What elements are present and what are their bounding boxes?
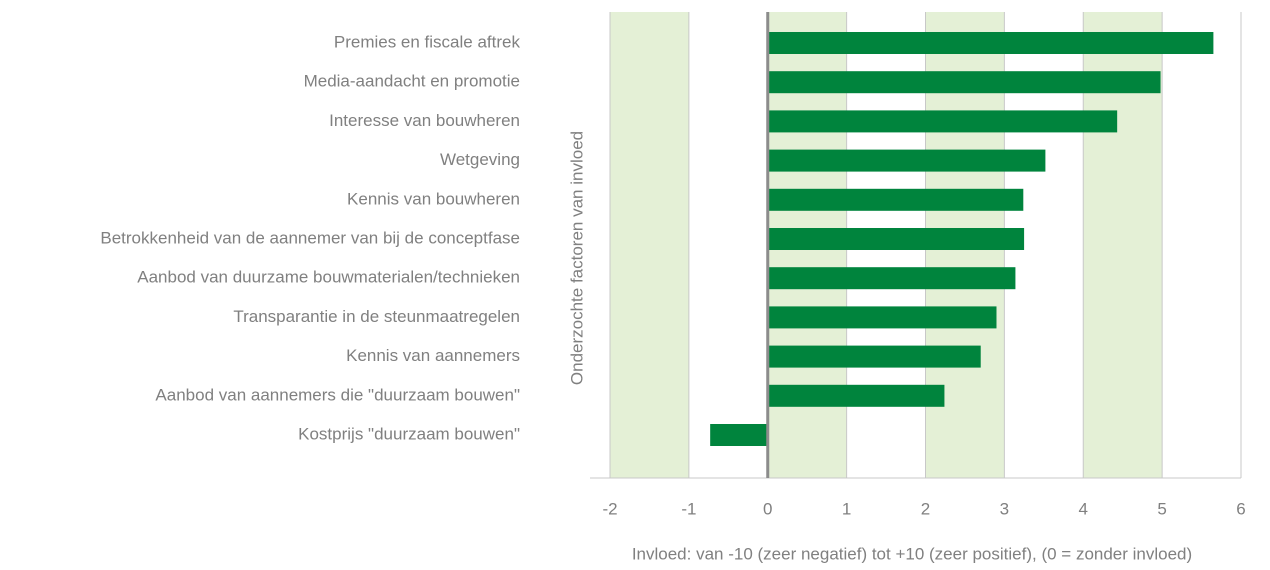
bar [767, 32, 1214, 54]
bar [767, 306, 997, 329]
bar [767, 71, 1161, 94]
x-tick-label: -1 [681, 499, 696, 518]
y-tick-label: Interesse van bouwheren [329, 111, 520, 130]
band [610, 12, 689, 478]
bar [767, 384, 945, 407]
y-tick-label: Transparantie in de steunmaatregelen [233, 307, 520, 326]
x-tick-label: 5 [1157, 499, 1166, 518]
y-tick-label: Wetgeving [440, 150, 520, 169]
x-tick-label: 6 [1236, 499, 1245, 518]
bar [710, 424, 768, 446]
y-tick-label: Kostprijs "duurzaam bouwen" [298, 424, 520, 443]
x-tick-label: 2 [921, 499, 930, 518]
y-tick-label: Aanbod van aannemers die "duurzaam bouwe… [155, 385, 520, 404]
bar [767, 267, 1016, 290]
y-tick-label: Premies en fiscale aftrek [334, 32, 521, 51]
y-axis-title: Onderzochte factoren van invloed [567, 131, 586, 385]
y-tick-label: Betrokkenheid van de aannemer van bij de… [100, 228, 520, 247]
x-tick-label: -2 [602, 499, 617, 518]
bar [767, 110, 1118, 133]
y-tick-label: Kennis van aannemers [346, 346, 520, 365]
bar [767, 345, 981, 368]
bar [767, 188, 1024, 211]
x-tick-label: 0 [763, 499, 772, 518]
y-tick-label: Kennis van bouwheren [347, 189, 520, 208]
y-tick-label: Aanbod van duurzame bouwmaterialen/techn… [137, 268, 520, 287]
x-tick-label: 3 [1000, 499, 1009, 518]
y-tick-label: Media-aandacht en promotie [304, 72, 520, 91]
bar [767, 228, 1025, 250]
x-tick-label: 4 [1079, 499, 1088, 518]
x-axis-title: Invloed: van -10 (zeer negatief) tot +10… [632, 544, 1192, 563]
x-tick-label: 1 [842, 499, 851, 518]
bar [767, 149, 1046, 172]
